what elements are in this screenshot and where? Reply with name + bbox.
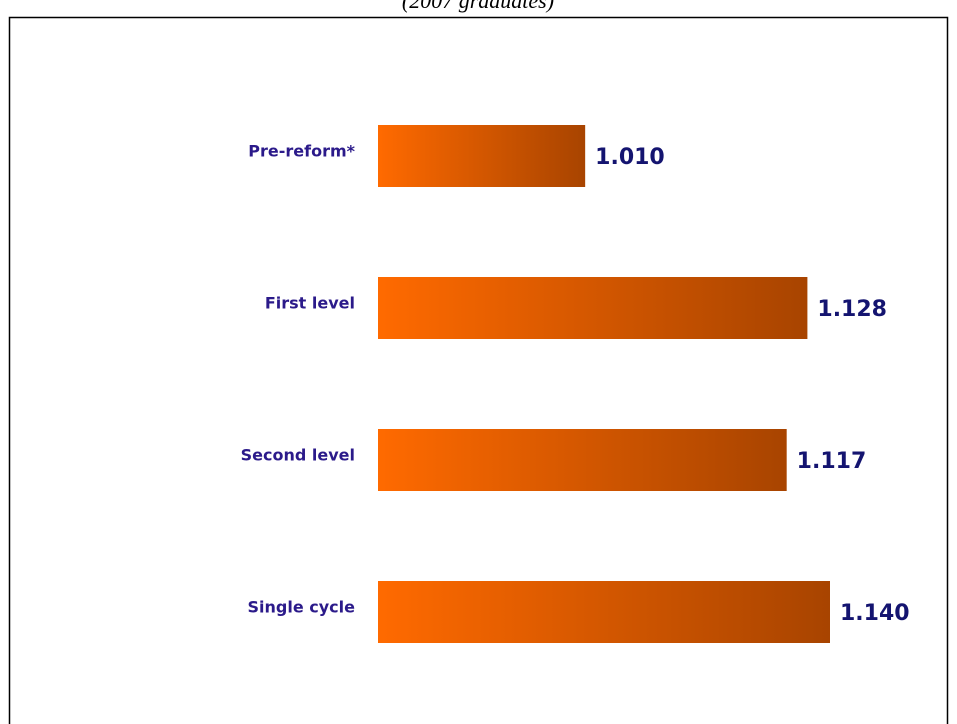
chart-subtitle: (2007 graduates): [402, 0, 554, 13]
category-label: Single cycle: [248, 598, 356, 617]
value-label: 1.140: [840, 601, 910, 626]
frame: [8, 16, 949, 724]
value-label: 1.010: [595, 145, 665, 170]
value-label: 1.117: [797, 449, 867, 474]
category-label: First level: [265, 294, 355, 313]
bar: [378, 125, 586, 187]
bar: [378, 581, 830, 643]
category-label: Pre-reform*: [248, 142, 355, 161]
category-label: Second level: [241, 446, 355, 465]
value-label: 1.128: [817, 297, 887, 322]
bar: [378, 429, 787, 491]
bar: [378, 277, 808, 339]
